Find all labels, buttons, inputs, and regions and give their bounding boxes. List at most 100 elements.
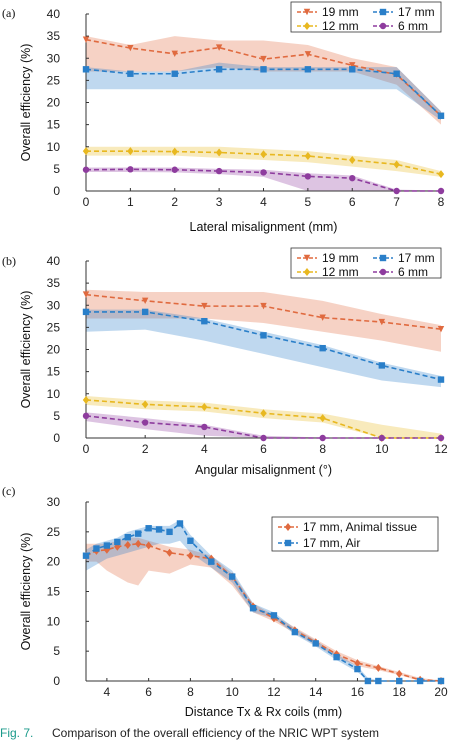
caption-text: Comparison of the overall efficiency of … xyxy=(52,726,379,740)
legend-label: 17 mm, Animal tissue xyxy=(303,520,417,534)
x-axis-label: Angular misalignment (°) xyxy=(195,463,332,477)
data-point xyxy=(82,395,90,404)
panel-a: 0 1 2 3 4 5 6 7 8 0 5 10 15 20 25 30 35 40 Lateral misalig… xyxy=(2,1,445,234)
data-point xyxy=(260,302,267,310)
data-point xyxy=(171,50,178,58)
data-point xyxy=(304,173,312,180)
y-tick-label: 30 xyxy=(47,298,61,312)
data-point xyxy=(349,156,356,165)
data-point xyxy=(141,400,149,409)
x-tick-label: 6 xyxy=(145,685,152,699)
legend-label: 17 mm xyxy=(398,5,435,19)
data-point xyxy=(82,552,90,559)
y-axis-label: Overall efficiency (%) xyxy=(19,291,33,409)
legend-label: 17 mm xyxy=(398,251,435,265)
legend-label: 12 mm xyxy=(322,19,359,33)
data-point xyxy=(378,362,386,369)
data-point xyxy=(215,44,223,51)
y-tick-label: 10 xyxy=(47,387,61,401)
data-point xyxy=(375,663,382,672)
data-point xyxy=(82,291,90,298)
data-point xyxy=(127,147,134,156)
legend-box xyxy=(290,1,442,33)
data-point xyxy=(349,62,356,69)
panel-c: 4 6 8 10 12 14 16 18 20 0 5 10 15 20 25 30 Distance Tx &… xyxy=(2,484,448,719)
y-tick-label: 0 xyxy=(53,674,60,688)
data-point xyxy=(228,573,236,580)
data-point xyxy=(349,66,356,73)
data-point xyxy=(208,558,215,565)
data-point xyxy=(201,423,208,431)
y-tick-label: 5 xyxy=(53,409,60,423)
x-tick-label: 10 xyxy=(225,685,239,699)
series-band xyxy=(86,519,441,681)
y-tick-label: 15 xyxy=(47,365,61,379)
data-point xyxy=(201,317,208,325)
data-point xyxy=(82,36,90,43)
data-point xyxy=(127,44,134,52)
data-point xyxy=(93,545,100,552)
data-point xyxy=(82,147,90,156)
y-tick-label: 25 xyxy=(47,73,61,87)
data-point xyxy=(319,344,326,352)
legend-label: 6 mm xyxy=(398,265,428,279)
series-band xyxy=(86,62,441,121)
y-tick-label: 30 xyxy=(47,495,61,509)
legend-label: 12 mm xyxy=(322,265,359,279)
panel-label: (b) xyxy=(2,254,16,268)
series-band xyxy=(86,412,441,438)
data-point xyxy=(141,419,149,426)
x-tick-label: 20 xyxy=(434,685,448,699)
data-point xyxy=(333,653,340,661)
x-tick-label: 6 xyxy=(260,442,267,456)
data-point xyxy=(166,548,173,557)
data-point xyxy=(437,677,445,685)
data-point xyxy=(187,537,194,544)
legend-box xyxy=(271,516,439,552)
data-point xyxy=(319,414,326,423)
data-point xyxy=(260,409,267,418)
data-point xyxy=(201,302,208,310)
data-point xyxy=(291,628,299,636)
legend-marker xyxy=(379,22,387,30)
data-point xyxy=(141,308,149,316)
data-point xyxy=(124,540,131,549)
data-point xyxy=(354,659,361,668)
data-point xyxy=(349,174,356,182)
data-point xyxy=(304,66,312,73)
legend-marker xyxy=(379,8,387,16)
data-point xyxy=(141,297,149,305)
legend-marker xyxy=(303,22,311,30)
caption-label: Fig. 7. xyxy=(0,726,33,740)
x-tick-label: 2 xyxy=(142,442,149,456)
y-tick-label: 15 xyxy=(47,118,61,132)
y-tick-label: 5 xyxy=(53,644,60,658)
data-point xyxy=(260,66,267,73)
data-point xyxy=(396,677,403,685)
legend-marker xyxy=(379,254,387,262)
x-tick-label: 2 xyxy=(171,195,178,209)
data-point xyxy=(215,148,223,157)
series-band xyxy=(86,289,441,352)
x-tick-label: 1 xyxy=(127,195,134,209)
data-point xyxy=(201,403,208,412)
data-point xyxy=(260,434,267,442)
x-tick-label: 0 xyxy=(83,442,90,456)
x-tick-label: 16 xyxy=(351,685,365,699)
data-point xyxy=(166,528,173,536)
y-axis-label: Overall efficiency (%) xyxy=(19,44,33,162)
data-point xyxy=(215,66,223,73)
y-tick-label: 5 xyxy=(53,162,60,176)
data-point xyxy=(354,665,361,673)
data-point xyxy=(249,605,257,612)
data-point xyxy=(145,541,152,550)
x-tick-label: 12 xyxy=(434,442,448,456)
y-tick-label: 35 xyxy=(47,29,61,43)
data-point xyxy=(215,167,223,175)
data-point xyxy=(82,308,90,316)
panel-b: 0 2 4 6 8 10 12 0 5 10 15 20 25 30 35 40 Angular misalig… xyxy=(2,247,448,477)
legend-label: 6 mm xyxy=(398,19,428,33)
data-point xyxy=(127,70,134,77)
x-tick-label: 5 xyxy=(305,195,312,209)
